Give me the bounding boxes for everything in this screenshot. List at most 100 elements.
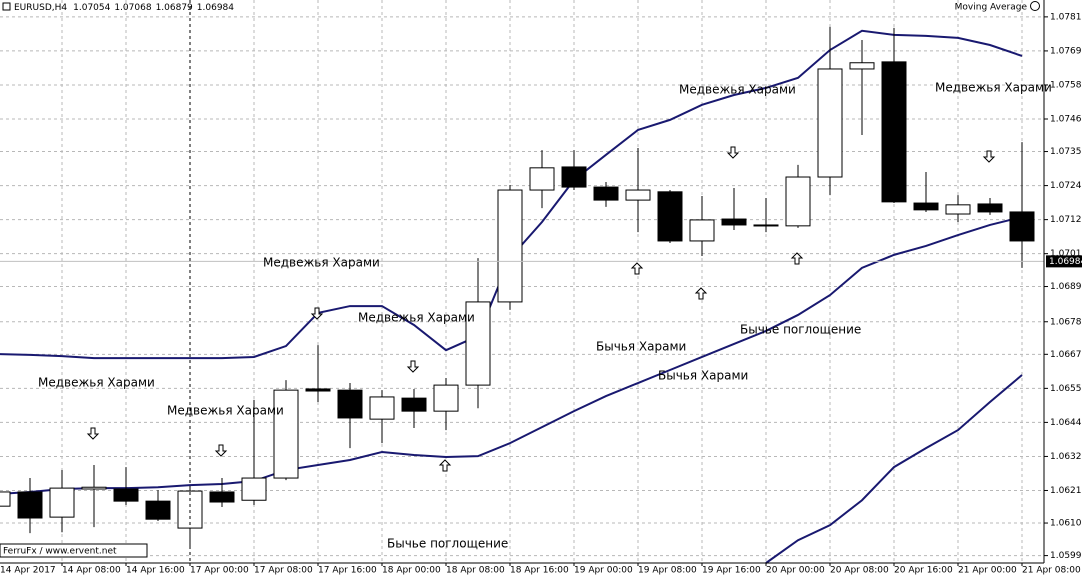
current-price-label: 1.06984 [1049, 257, 1082, 267]
x-tick-label: 20 Apr 16:00 [894, 566, 953, 575]
pattern-label: Бычья Харами [596, 340, 686, 354]
up-arrow [694, 287, 708, 300]
x-tick-label: 17 Apr 16:00 [318, 566, 377, 575]
candle-body [305, 388, 331, 392]
pattern-label: Бычья Харами [658, 369, 748, 383]
pattern-label: Медвежья Харами [263, 256, 380, 270]
candle-body [977, 203, 1003, 213]
candle-body [529, 167, 555, 191]
candle-body [881, 61, 907, 203]
candle-body [81, 486, 107, 490]
x-tick-label: 18 Apr 16:00 [510, 566, 569, 575]
down-arrow [310, 307, 324, 320]
down-arrow [726, 146, 740, 159]
x-tick-label: 17 Apr 08:00 [254, 566, 313, 575]
candle-body [433, 384, 459, 412]
candle-body [369, 396, 395, 420]
candle-body [337, 389, 363, 419]
pattern-label: Бычье поглощение [740, 323, 861, 337]
candle-body [145, 500, 171, 520]
x-tick-label: 17 Apr 00:00 [190, 566, 249, 575]
x-tick-label: 19 Apr 08:00 [638, 566, 697, 575]
indicator-name: Moving Average [955, 3, 1028, 13]
y-tick-label: 1.07125 [1050, 215, 1082, 225]
x-tick-label: 19 Apr 16:00 [702, 566, 761, 575]
y-tick-label: 1.06670 [1050, 350, 1082, 360]
candle-body [209, 491, 235, 503]
candle-body [945, 204, 971, 215]
symbol-icon [2, 2, 11, 11]
header-low: 1.06879 [156, 3, 193, 13]
y-tick-label: 1.07695 [1050, 46, 1082, 56]
candle-body [817, 68, 843, 178]
candle-body [913, 202, 939, 211]
overlay-line [765, 374, 1023, 564]
y-tick-label: 1.06210 [1050, 486, 1082, 496]
down-arrow [982, 150, 996, 163]
x-tick-label: 19 Apr 00:00 [574, 566, 633, 575]
y-tick-label: 1.06780 [1050, 317, 1082, 327]
up-arrow [790, 252, 804, 265]
y-tick-label: 1.06325 [1050, 452, 1082, 462]
x-tick-label: 14 Apr 08:00 [62, 566, 121, 575]
candle-body [241, 477, 267, 501]
candle-body [401, 397, 427, 412]
candle-body [849, 62, 875, 70]
pattern-label: Бычье поглощение [387, 537, 508, 551]
y-tick-label: 1.06100 [1050, 519, 1082, 529]
y-tick-label: 1.05990 [1050, 551, 1082, 561]
pattern-label: Медвежья Харами [935, 81, 1052, 95]
current-price-box [1046, 255, 1082, 268]
y-tick-label: 1.07010 [1050, 249, 1082, 259]
candle-body [785, 176, 811, 227]
candle-body [17, 491, 43, 519]
candle-body [497, 189, 523, 303]
candle-body [625, 189, 651, 201]
candle-body [465, 301, 491, 386]
watermark: FerruFx / www.ervent.net [3, 547, 117, 557]
watermark-box [0, 543, 148, 558]
candle-body [561, 166, 587, 188]
candle-body [49, 487, 75, 518]
candle-body [689, 219, 715, 242]
y-tick-label: 1.07240 [1050, 181, 1082, 191]
x-tick-label: 18 Apr 08:00 [446, 566, 505, 575]
y-tick-label: 1.06555 [1050, 384, 1082, 394]
x-tick-label: 20 Apr 08:00 [830, 566, 889, 575]
pattern-label: Медвежья Харами [358, 311, 475, 325]
pattern-label: Медвежья Харами [679, 83, 796, 97]
pattern-label: Медвежья Харами [38, 376, 155, 390]
down-arrow [406, 360, 420, 373]
x-tick-label: 18 Apr 00:00 [382, 566, 441, 575]
symbol: EURUSD,H4 [14, 3, 67, 13]
header-open: 1.07054 [73, 3, 110, 13]
down-arrow [214, 444, 228, 457]
y-tick-label: 1.07355 [1050, 147, 1082, 157]
y-tick-label: 1.06899 [1050, 282, 1082, 292]
plot-area [0, 0, 1044, 564]
chart-header: EURUSD,H4 1.07054 1.07068 1.06879 1.06984 [14, 3, 234, 13]
y-tick-label: 1.07810 [1050, 12, 1082, 22]
x-tick-label: 21 Apr 00:00 [958, 566, 1017, 575]
candle-body [753, 224, 779, 227]
candle-body [721, 218, 747, 226]
candle-body [1009, 211, 1035, 242]
x-tick-label: 21 Apr 08:00 [1022, 566, 1081, 575]
header-high: 1.07068 [114, 3, 151, 13]
candle-body [657, 191, 683, 242]
up-arrow [630, 262, 644, 275]
x-tick-label: 20 Apr 00:00 [766, 566, 825, 575]
x-tick-label: 14 Apr 16:00 [126, 566, 185, 575]
y-tick-label: 1.07465 [1050, 114, 1082, 124]
candle-body [273, 389, 299, 479]
header-close: 1.06984 [197, 3, 234, 13]
indicator-icon[interactable] [1030, 1, 1040, 11]
up-arrow [438, 459, 452, 472]
y-tick-label: 1.06440 [1050, 418, 1082, 428]
overlay-line [0, 216, 1023, 495]
x-tick-label: 14 Apr 2017 [0, 566, 56, 575]
pattern-label: Медвежья Харами [167, 404, 284, 418]
down-arrow [86, 427, 100, 440]
